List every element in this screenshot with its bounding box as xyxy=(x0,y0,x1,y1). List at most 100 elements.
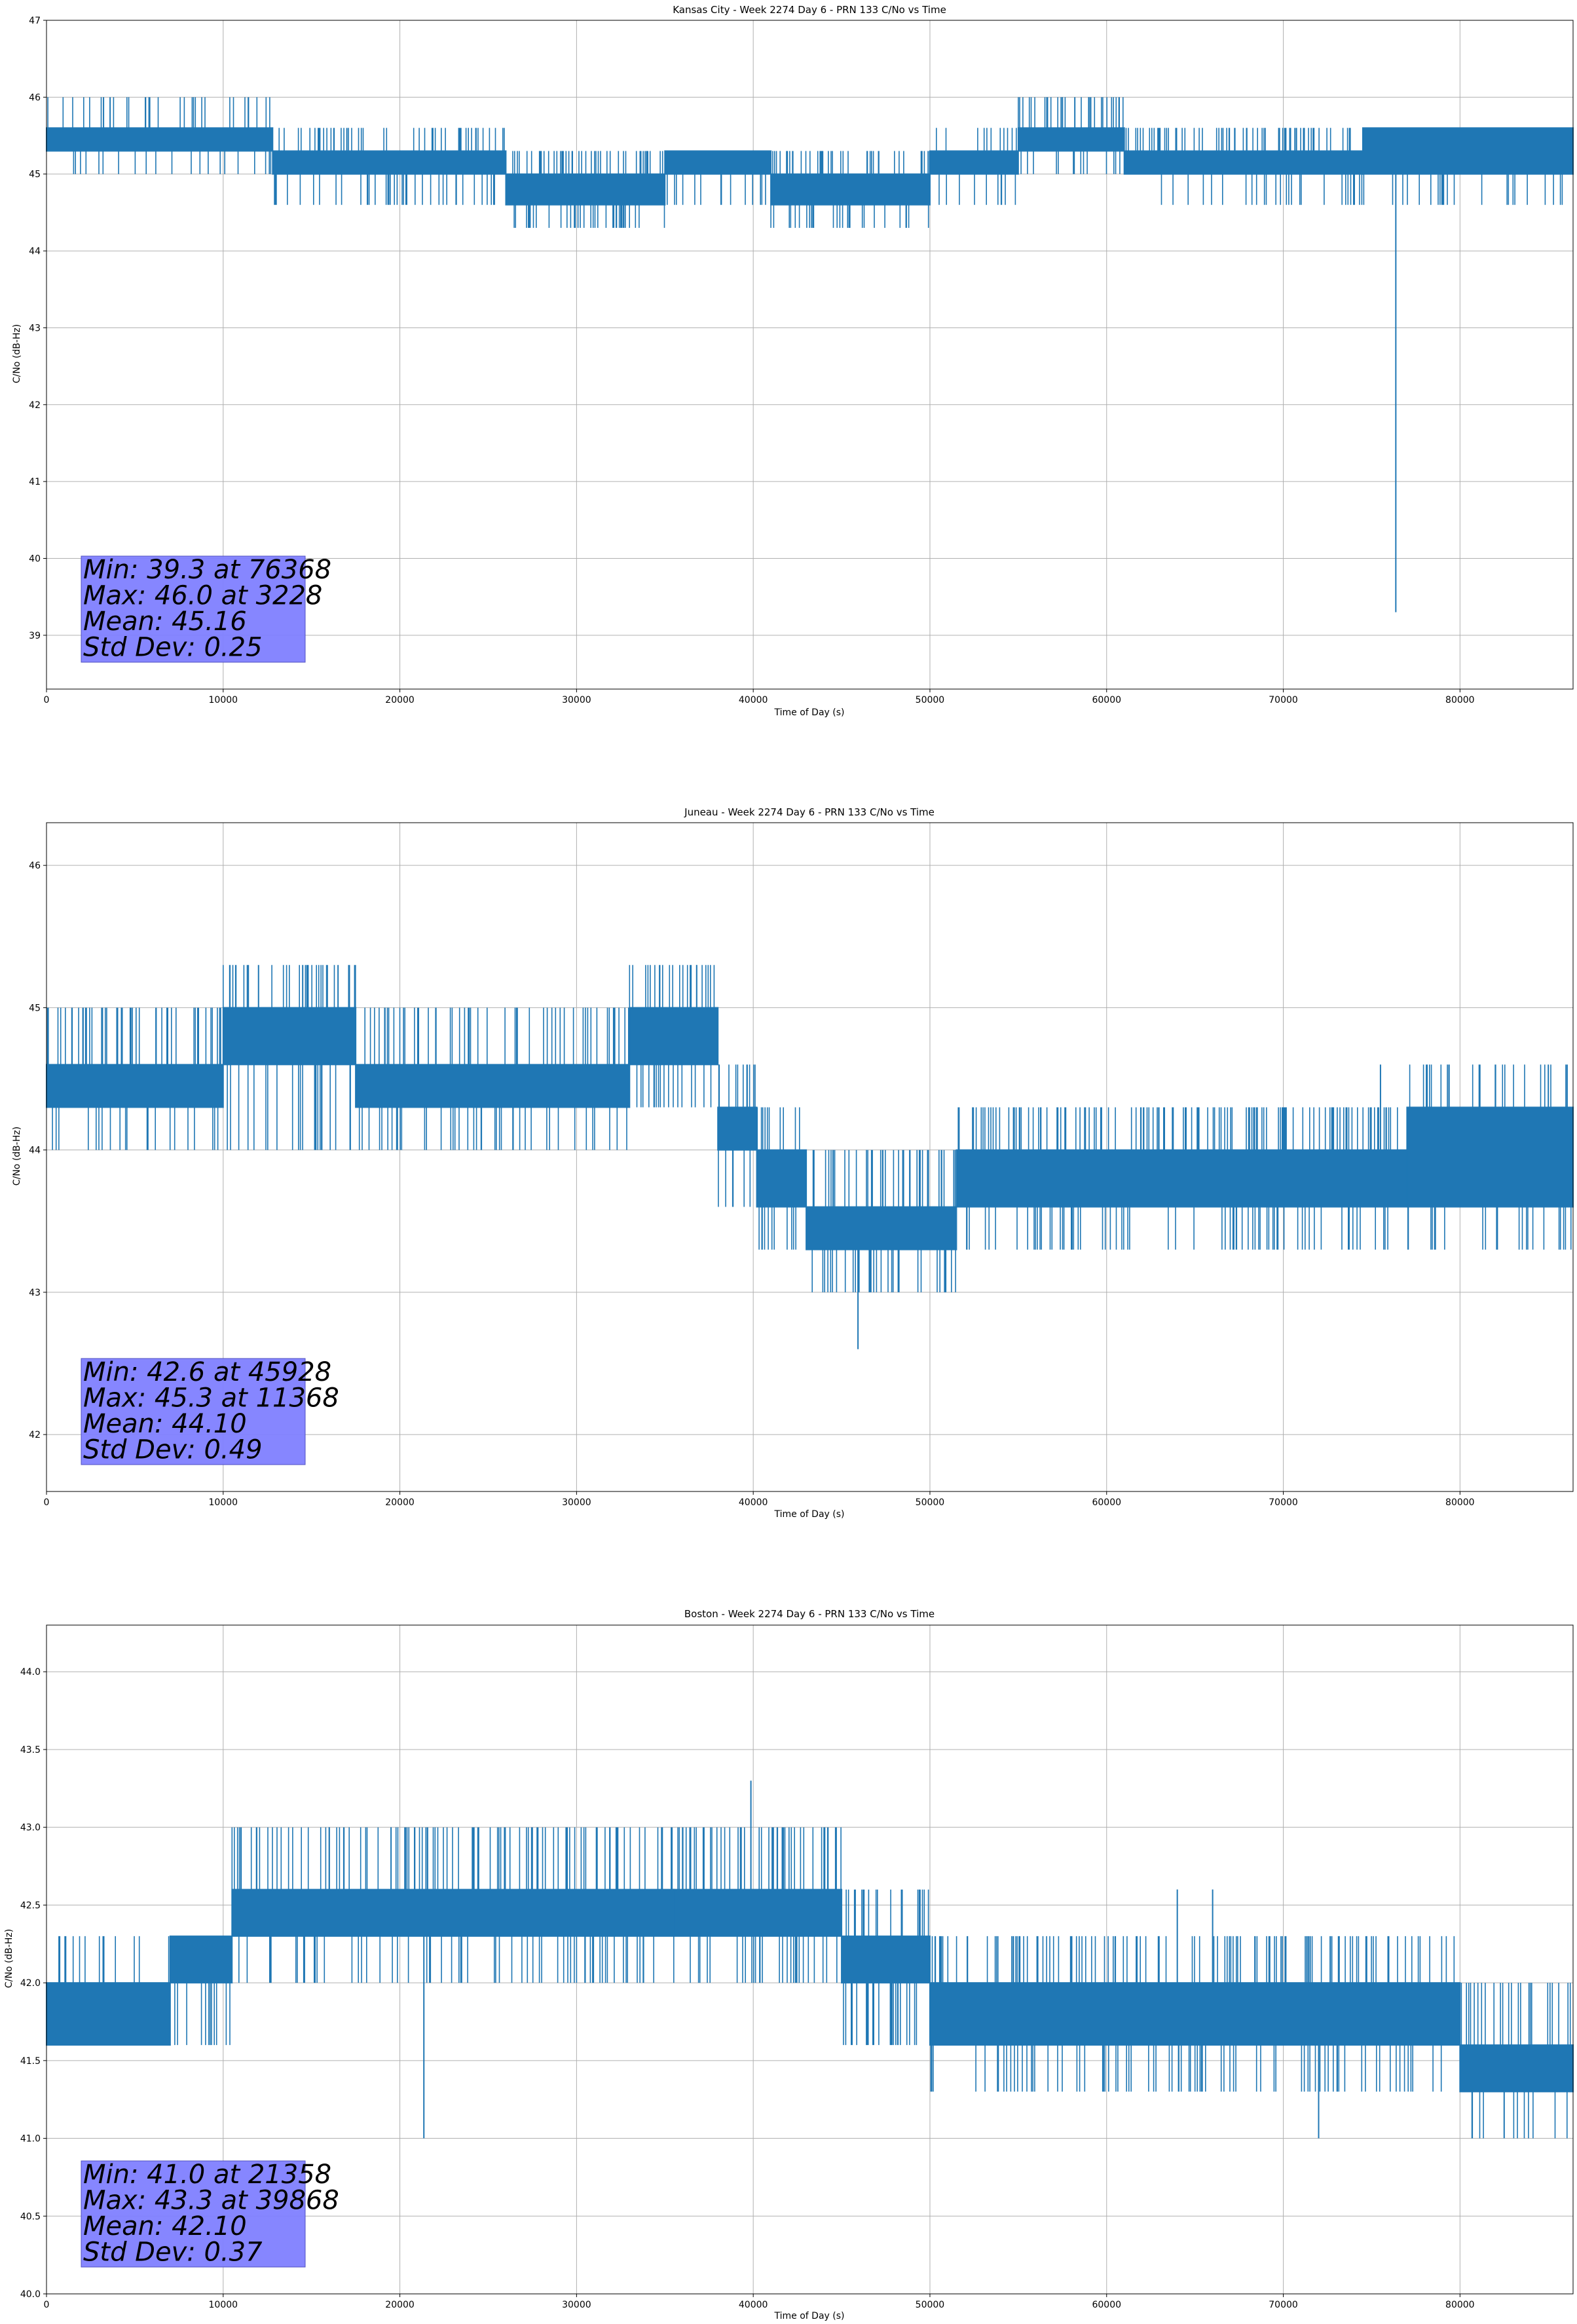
series-band xyxy=(629,1007,719,1066)
x-tick-label: 50000 xyxy=(916,695,945,705)
x-tick-label: 70000 xyxy=(1269,695,1298,705)
series-band xyxy=(222,1007,357,1066)
series-band xyxy=(46,1982,171,2046)
y-tick-label: 46 xyxy=(29,861,41,871)
x-tick-label: 80000 xyxy=(1445,2300,1475,2310)
series-band xyxy=(231,1888,675,1937)
x-tick-label: 80000 xyxy=(1445,695,1475,705)
x-tick-label: 40000 xyxy=(739,1497,768,1508)
y-tick-label: 42 xyxy=(29,1430,41,1440)
series-band xyxy=(1459,2044,1574,2093)
stats-line: Max: 43.3 at 39868 xyxy=(83,2186,339,2216)
plot-area: 0 10000 20000 30000 40000 50000 60000 70000 8000… xyxy=(20,1624,1574,2310)
series-band xyxy=(841,1935,931,1984)
plot-area: 0 10000 20000 30000 40000 50000 60000 70000 8000… xyxy=(29,16,1574,705)
plot-title: Boston - Week 2274 Day 6 - PRN 133 C/No … xyxy=(684,1608,935,1620)
y-tick-label: 43.0 xyxy=(20,1823,41,1833)
y-tick-label: 46 xyxy=(29,92,41,103)
y-tick-label: 40.0 xyxy=(20,2289,41,2300)
series-line xyxy=(46,965,1574,1349)
x-tick-label: 20000 xyxy=(385,1497,415,1508)
y-tick-label: 43 xyxy=(29,323,41,333)
plot-title: Juneau - Week 2274 Day 6 - PRN 133 C/No … xyxy=(684,806,935,818)
x-axis-label: Time of Day (s) xyxy=(774,2311,845,2321)
y-tick-label: 42.5 xyxy=(20,1900,41,1911)
y-tick-label: 40.5 xyxy=(20,2211,41,2222)
series-band xyxy=(46,1064,224,1108)
y-tick-label: 43 xyxy=(29,1288,41,1298)
x-tick-label: 70000 xyxy=(1269,2300,1298,2310)
x-tick-label: 80000 xyxy=(1445,1497,1475,1508)
y-tick-label: 44 xyxy=(29,1146,41,1156)
stats-line: Std Dev: 0.49 xyxy=(83,1435,263,1465)
series-band xyxy=(664,150,772,175)
y-tick-label: 39 xyxy=(29,631,41,641)
x-tick-label: 10000 xyxy=(209,2300,238,2310)
stats-line: Max: 46.0 at 3228 xyxy=(83,581,322,611)
y-tick-label: 44.0 xyxy=(20,1667,41,1677)
plot-title: Kansas City - Week 2274 Day 6 - PRN 133 … xyxy=(673,4,946,16)
series-band xyxy=(1123,150,1364,175)
y-tick-label: 42.0 xyxy=(20,1978,41,1989)
x-tick-label: 40000 xyxy=(739,2300,768,2310)
y-axis-label: C/No (dB-Hz) xyxy=(12,324,22,383)
x-tick-label: 60000 xyxy=(1092,695,1121,705)
plot-area: 0 10000 20000 30000 40000 50000 60000 70000 8000… xyxy=(29,822,1574,1508)
y-tick-label: 41.0 xyxy=(20,2134,41,2145)
y-tick-label: 43.5 xyxy=(20,1745,41,1755)
y-tick-label: 44 xyxy=(29,246,41,257)
stats-line: Std Dev: 0.37 xyxy=(83,2238,263,2268)
x-tick-label: 50000 xyxy=(916,2300,945,2310)
series-band xyxy=(770,173,931,206)
series-band xyxy=(673,1888,843,1937)
x-tick-label: 10000 xyxy=(209,695,238,705)
stats-line: Min: 42.6 at 45928 xyxy=(83,1357,331,1387)
subplot-kansas-city: Kansas City - Week 2274 Day 6 - PRN 133 … xyxy=(12,4,1574,718)
stats-line: Std Dev: 0.25 xyxy=(83,633,263,663)
subplot-boston: Boston - Week 2274 Day 6 - PRN 133 C/No … xyxy=(4,1608,1574,2321)
series-band xyxy=(169,1935,233,1984)
x-tick-label: 0 xyxy=(44,2300,50,2310)
stats-box-background xyxy=(81,1358,306,1465)
y-axis-label: C/No (dB-Hz) xyxy=(12,1127,22,1186)
x-tick-label: 20000 xyxy=(385,2300,415,2310)
series-band xyxy=(756,1149,807,1208)
series-band xyxy=(1406,1106,1574,1208)
subplot-juneau: Juneau - Week 2274 Day 6 - PRN 133 C/No … xyxy=(12,806,1574,1520)
stats-line: Max: 45.3 at 11368 xyxy=(83,1383,339,1414)
axes-frame xyxy=(46,822,1574,1492)
series-band xyxy=(46,127,274,152)
x-tick-label: 20000 xyxy=(385,695,415,705)
axes-frame xyxy=(46,20,1574,690)
y-tick-label: 45 xyxy=(29,1003,41,1013)
x-tick-label: 40000 xyxy=(739,695,768,705)
series-band xyxy=(1017,127,1125,152)
axes-frame xyxy=(46,1624,1574,2295)
x-axis-label: Time of Day (s) xyxy=(774,1509,845,1520)
stats-line: Mean: 44.10 xyxy=(83,1409,247,1439)
series-line xyxy=(46,1780,1574,2139)
stats-line: Mean: 42.10 xyxy=(83,2211,247,2241)
y-tick-label: 42 xyxy=(29,400,41,411)
series-band xyxy=(717,1106,758,1151)
y-tick-label: 40 xyxy=(29,553,41,564)
series-band xyxy=(806,1206,957,1250)
x-tick-label: 50000 xyxy=(916,1497,945,1508)
x-tick-label: 60000 xyxy=(1092,2300,1121,2310)
y-tick-label: 47 xyxy=(29,16,41,26)
stats-line: Min: 39.3 at 76368 xyxy=(83,555,331,585)
y-tick-label: 45 xyxy=(29,170,41,180)
stats-box-background xyxy=(81,555,306,663)
y-tick-label: 41 xyxy=(29,477,41,487)
series-band xyxy=(1362,127,1574,175)
series-band xyxy=(929,1982,1461,2046)
series-band xyxy=(955,1149,1408,1208)
series-band xyxy=(272,150,507,175)
y-tick-label: 41.5 xyxy=(20,2056,41,2067)
x-tick-label: 0 xyxy=(44,695,50,705)
stats-box-background xyxy=(81,2160,306,2268)
